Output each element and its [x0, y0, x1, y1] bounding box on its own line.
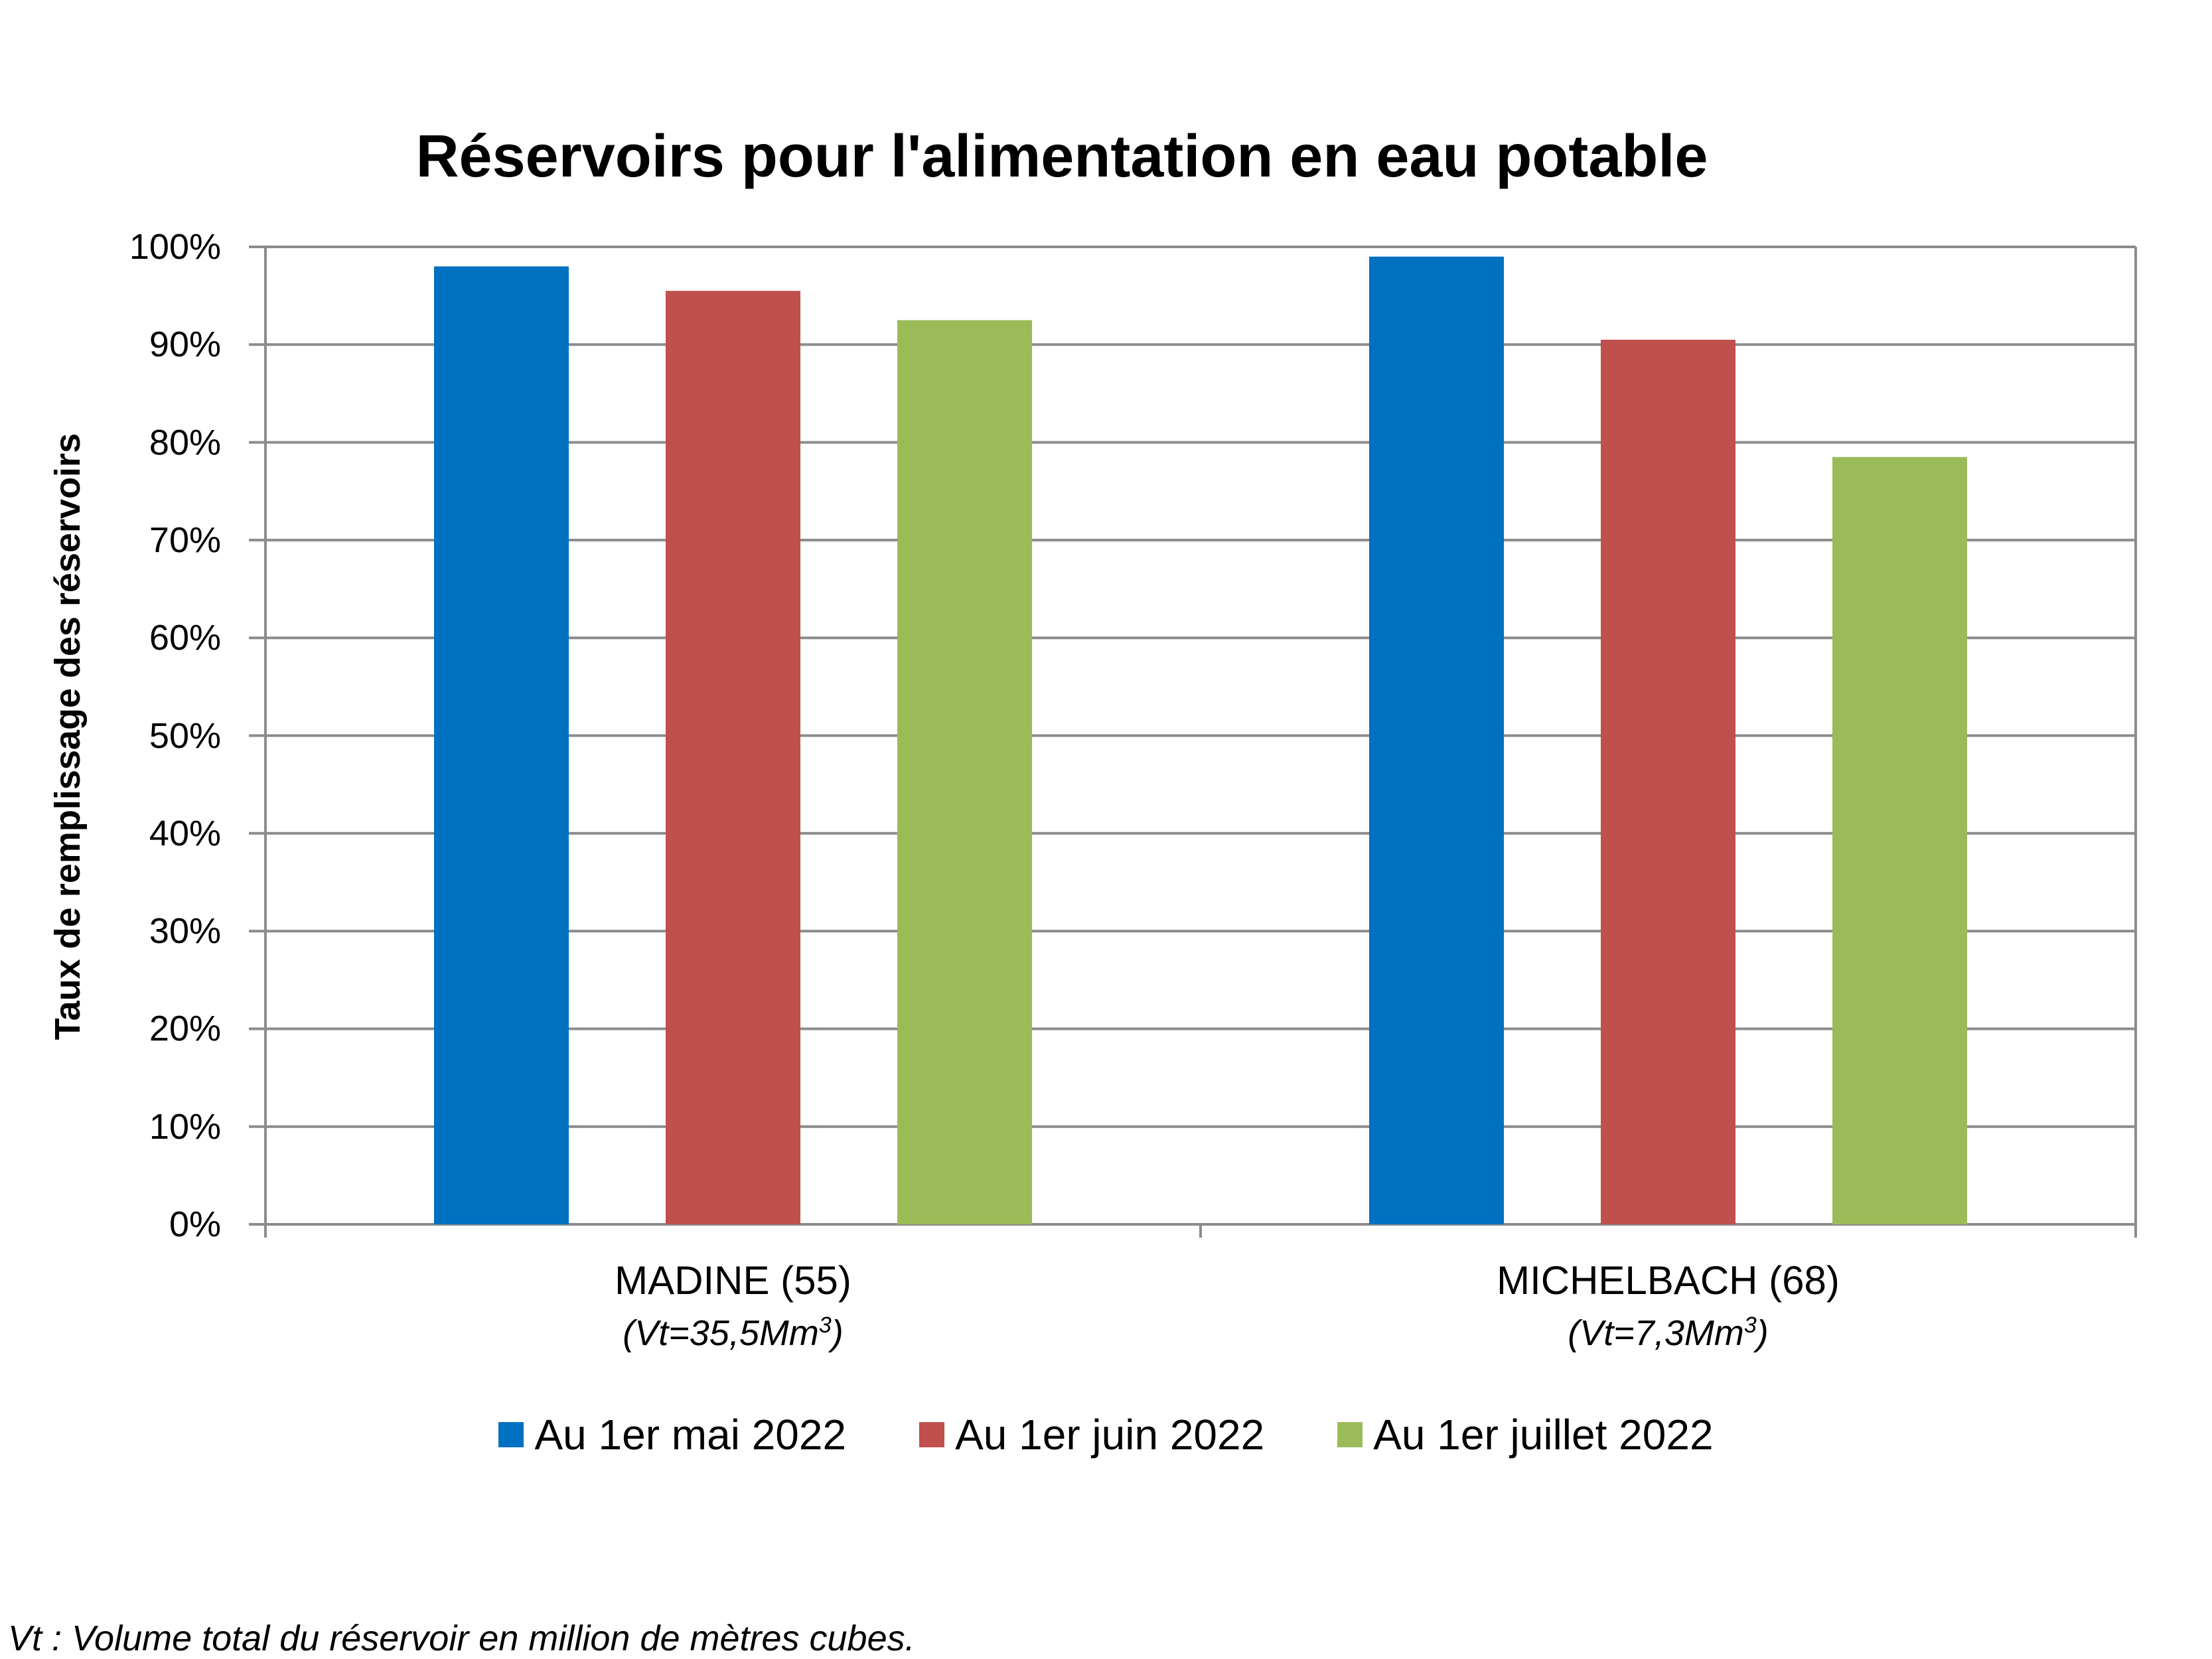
legend-item: Au 1er mai 2022 — [498, 1410, 846, 1459]
category-name: MICHELBACH (68) — [1497, 1258, 1840, 1303]
y-tick-label: 20% — [149, 1009, 221, 1049]
x-category-label: MICHELBACH (68) (Vt=7,3Mm3) — [1497, 1258, 1840, 1354]
legend: Au 1er mai 2022 Au 1er juin 2022 Au 1er ju… — [0, 1410, 2212, 1459]
y-tick-label: 0% — [169, 1204, 221, 1244]
legend-label: Au 1er juin 2022 — [955, 1411, 1265, 1459]
y-tick-label: 100% — [129, 227, 221, 267]
bar — [1369, 256, 1504, 1225]
chart-title: Réservoirs pour l'alimentation en eau po… — [415, 123, 1708, 190]
legend-item: Au 1er juillet 2022 — [1337, 1410, 1714, 1459]
y-tick-label: 10% — [149, 1106, 221, 1147]
bar — [666, 291, 800, 1224]
volume-exponent: 3 — [818, 1313, 832, 1338]
y-tick-label: 70% — [149, 520, 221, 560]
bar — [897, 320, 1032, 1225]
y-tick-label: 90% — [149, 325, 221, 365]
category-volume-note: (Vt=35,5Mm3) — [615, 1313, 851, 1354]
footnote: Vt : Volume total du réservoir en millio… — [8, 1619, 915, 1658]
legend-item: Au 1er juin 2022 — [919, 1410, 1264, 1459]
bar — [1601, 339, 1735, 1224]
legend-swatch — [498, 1422, 524, 1447]
y-tick-label: 80% — [149, 422, 221, 463]
volume-text: (Vt=7,3Mm — [1568, 1313, 1744, 1353]
y-tick-label: 40% — [149, 813, 221, 853]
category-volume-note: (Vt=7,3Mm3) — [1497, 1313, 1840, 1354]
bar — [434, 266, 569, 1225]
y-tick-label: 30% — [149, 911, 221, 952]
legend-swatch — [1337, 1422, 1363, 1447]
legend-label: Au 1er juillet 2022 — [1373, 1411, 1714, 1459]
volume-close-paren: ) — [831, 1313, 844, 1353]
legend-label: Au 1er mai 2022 — [534, 1411, 847, 1459]
legend-swatch — [919, 1422, 945, 1447]
y-tick-label: 60% — [149, 618, 221, 658]
volume-close-paren: ) — [1756, 1313, 1769, 1353]
y-tick-label: 50% — [149, 715, 221, 756]
bar — [1832, 457, 1967, 1224]
category-name: MADINE (55) — [615, 1258, 851, 1303]
volume-text: (Vt=35,5Mm — [623, 1313, 819, 1353]
x-category-label: MADINE (55) (Vt=35,5Mm3) — [615, 1258, 851, 1354]
volume-exponent: 3 — [1743, 1313, 1757, 1338]
